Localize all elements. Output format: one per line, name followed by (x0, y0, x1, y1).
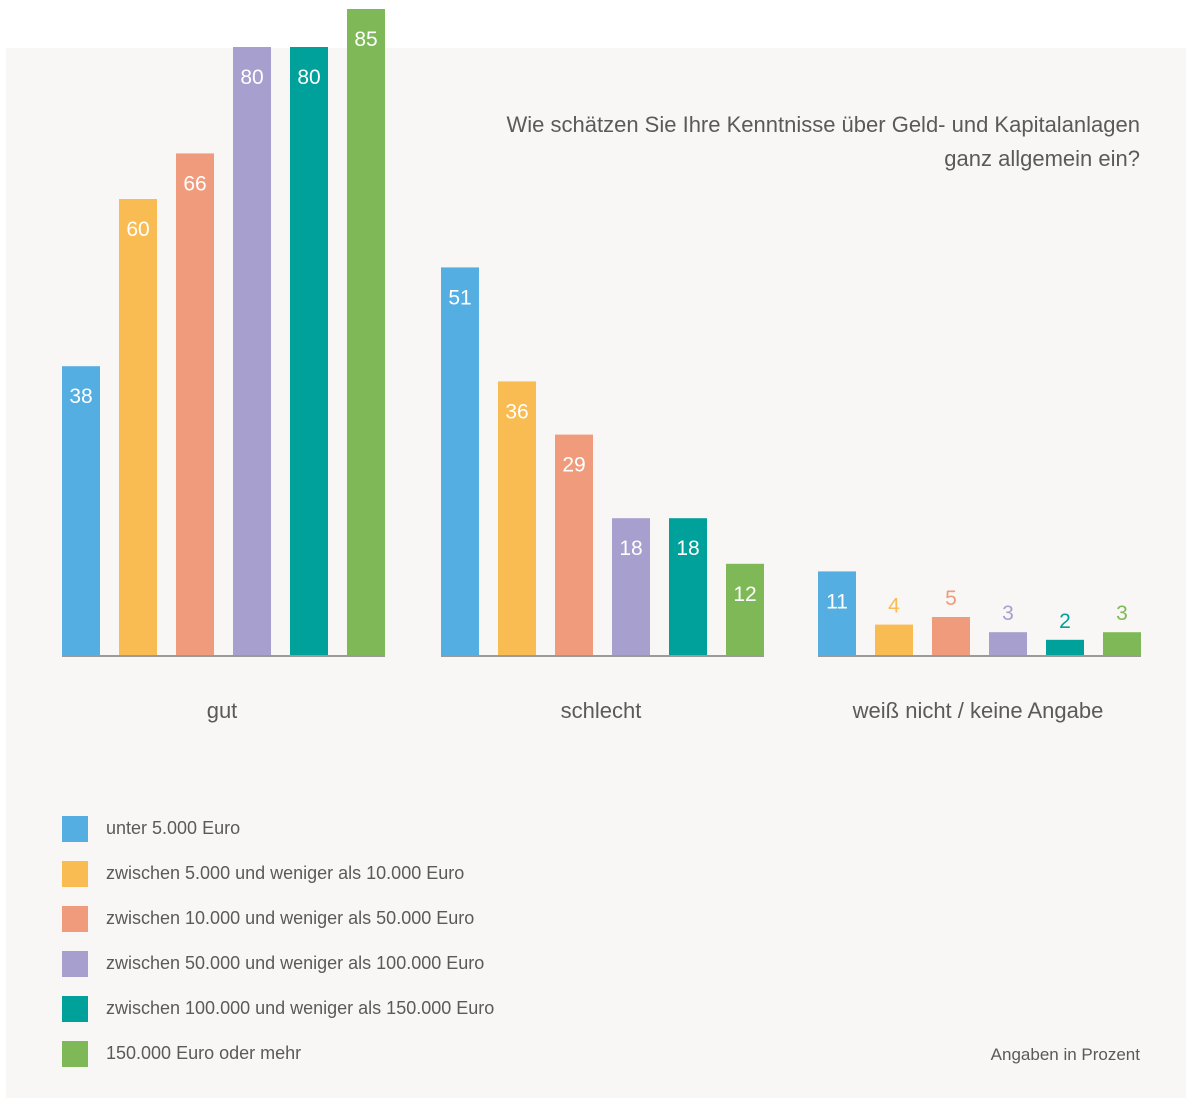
legend-swatch (62, 816, 88, 842)
data-label: 12 (733, 583, 756, 606)
data-label: 4 (888, 595, 900, 618)
category-label: weiß nicht / keine Angabe (852, 698, 1104, 723)
data-label: 60 (126, 218, 149, 241)
data-label: 36 (505, 400, 528, 423)
data-label: 80 (240, 66, 263, 89)
legend-swatch (62, 996, 88, 1022)
bar (176, 153, 214, 655)
chart-title: Wie schätzen Sie Ihre Kenntnisse über Ge… (506, 112, 1141, 171)
bar (932, 617, 970, 655)
data-label: 3 (1116, 602, 1128, 625)
bar (62, 366, 100, 655)
data-label: 5 (945, 587, 957, 610)
data-label: 18 (619, 537, 642, 560)
data-label: 29 (562, 454, 585, 477)
legend-swatch (62, 906, 88, 932)
bar (498, 381, 536, 655)
bar (875, 624, 913, 655)
bar (441, 267, 479, 655)
data-label: 11 (826, 590, 848, 613)
data-label: 38 (69, 385, 92, 408)
units-note: Angaben in Prozent (990, 1045, 1140, 1064)
category-label: gut (206, 698, 238, 723)
data-label: 18 (676, 537, 699, 560)
bar (1103, 632, 1141, 655)
bar (555, 434, 593, 655)
bar (612, 518, 650, 655)
data-label: 3 (1002, 602, 1014, 625)
legend-label: zwischen 50.000 und weniger als 100.000 … (106, 953, 485, 973)
data-label: 51 (448, 286, 471, 309)
bar (347, 9, 385, 655)
data-label: 66 (183, 172, 206, 195)
legend-label: unter 5.000 Euro (106, 818, 241, 838)
legend-label: zwischen 10.000 und weniger als 50.000 E… (106, 908, 475, 928)
data-label: 85 (354, 28, 377, 51)
legend-label: 150.000 Euro oder mehr (106, 1043, 302, 1063)
category-label: schlecht (560, 698, 642, 723)
bar (818, 571, 856, 655)
bar (290, 47, 328, 655)
bar (726, 563, 764, 655)
bar (1046, 639, 1084, 655)
data-label: 2 (1059, 610, 1071, 633)
data-label: 80 (297, 66, 320, 89)
legend-swatch (62, 1041, 88, 1067)
bar (989, 632, 1027, 655)
bar (119, 199, 157, 655)
legend-swatch (62, 861, 88, 887)
bar (669, 518, 707, 655)
legend-label: zwischen 100.000 und weniger als 150.000… (106, 998, 495, 1018)
bar (233, 47, 271, 655)
legend-swatch (62, 951, 88, 977)
legend-label: zwischen 5.000 und weniger als 10.000 Eu… (106, 863, 465, 883)
